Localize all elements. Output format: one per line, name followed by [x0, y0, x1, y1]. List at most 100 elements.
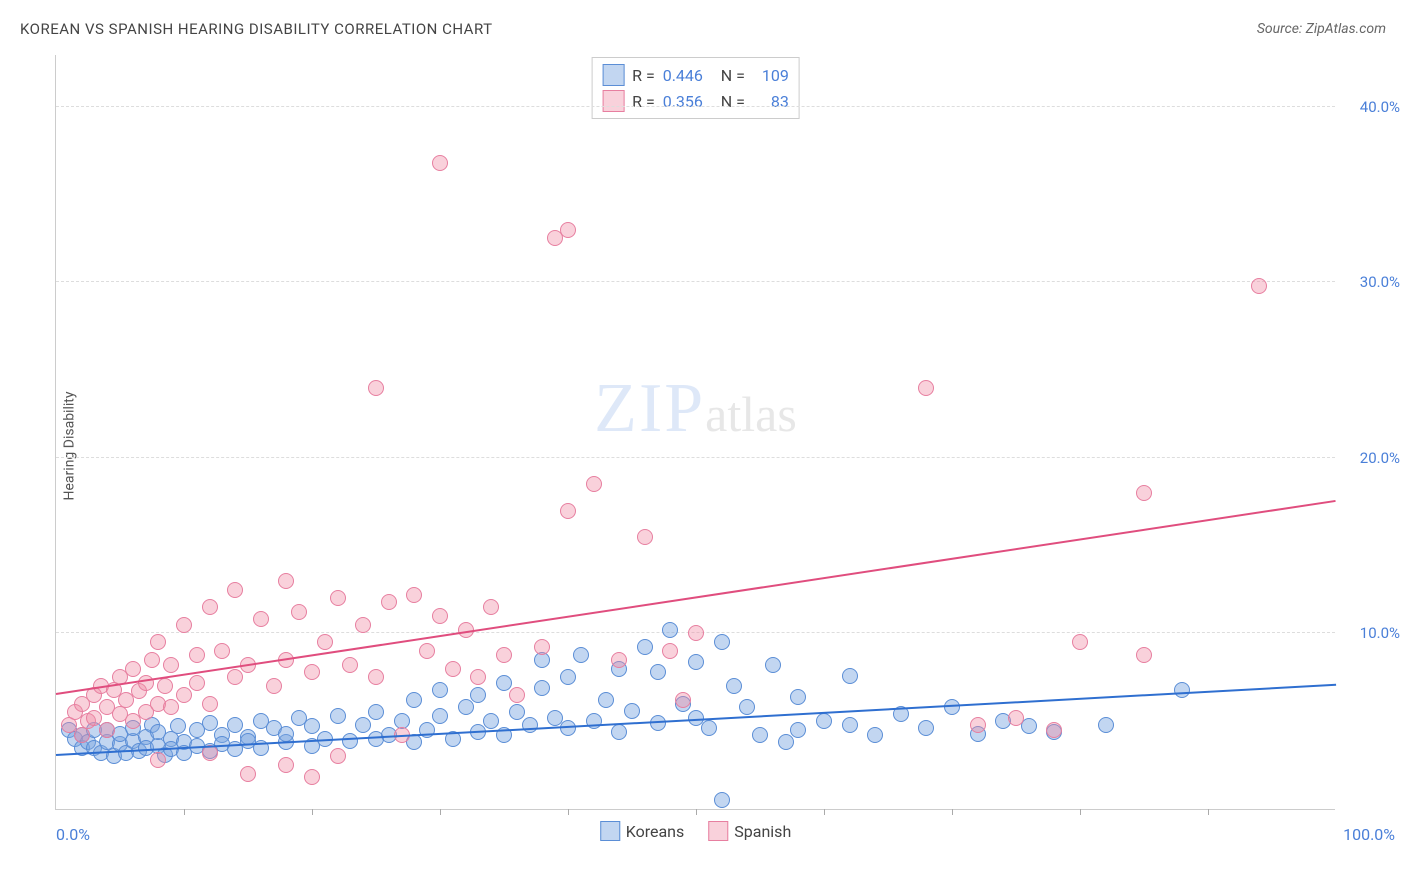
- scatter-point: [157, 678, 173, 694]
- scatter-point: [560, 720, 576, 736]
- scatter-point: [611, 724, 627, 740]
- scatter-point: [1136, 485, 1152, 501]
- scatter-point: [470, 687, 486, 703]
- x-tick: [440, 809, 441, 815]
- scatter-point: [74, 727, 90, 743]
- legend-label: Spanish: [734, 822, 791, 841]
- scatter-point: [483, 713, 499, 729]
- legend-swatch: [708, 821, 728, 841]
- stat-n-label: N =: [721, 92, 745, 111]
- source-label: Source: ZipAtlas.com: [1257, 21, 1386, 37]
- stat-n-value: 83: [753, 92, 789, 111]
- scatter-point: [189, 675, 205, 691]
- scatter-point: [144, 652, 160, 668]
- stat-r-value: 0.356: [663, 92, 713, 111]
- scatter-point: [496, 675, 512, 691]
- stat-r-label: R =: [632, 92, 655, 111]
- scatter-point: [842, 717, 858, 733]
- scatter-point: [202, 696, 218, 712]
- scatter-point: [726, 678, 742, 694]
- x-axis-min-label: 0.0%: [56, 825, 90, 844]
- scatter-point: [534, 680, 550, 696]
- stat-n-value: 109: [753, 66, 789, 85]
- legend-swatch: [600, 821, 620, 841]
- scatter-point: [214, 643, 230, 659]
- scatter-point: [483, 599, 499, 615]
- scatter-point: [304, 769, 320, 785]
- scatter-point: [637, 639, 653, 655]
- scatter-point: [381, 594, 397, 610]
- scatter-point: [586, 713, 602, 729]
- x-tick: [824, 809, 825, 815]
- watermark-atlas: atlas: [705, 386, 797, 442]
- scatter-point: [189, 647, 205, 663]
- stat-r-label: R =: [632, 66, 655, 85]
- legend: Koreans Spanish: [600, 821, 792, 841]
- scatter-point: [445, 661, 461, 677]
- scatter-point: [419, 643, 435, 659]
- scatter-point: [163, 657, 179, 673]
- x-tick: [1080, 809, 1081, 815]
- scatter-point: [163, 699, 179, 715]
- chart-title: KOREAN VS SPANISH HEARING DISABILITY COR…: [20, 20, 493, 38]
- scatter-point: [522, 717, 538, 733]
- y-tick-label: 20.0%: [1345, 449, 1400, 467]
- scatter-point: [662, 643, 678, 659]
- scatter-point: [330, 708, 346, 724]
- scatter-point: [278, 726, 294, 742]
- watermark-zip: ZIP: [594, 370, 705, 447]
- scatter-point: [150, 752, 166, 768]
- scatter-point: [1046, 722, 1062, 738]
- legend-label: Koreans: [626, 822, 685, 841]
- y-tick-label: 30.0%: [1345, 273, 1400, 291]
- stat-n-label: N =: [721, 66, 745, 85]
- scatter-point: [624, 703, 640, 719]
- scatter-point: [675, 692, 691, 708]
- scatter-point: [304, 718, 320, 734]
- scatter-point: [509, 687, 525, 703]
- scatter-point: [586, 476, 602, 492]
- x-axis-max-label: 100.0%: [1343, 825, 1395, 844]
- x-tick: [184, 809, 185, 815]
- x-tick: [696, 809, 697, 815]
- scatter-point: [406, 692, 422, 708]
- y-tick-label: 40.0%: [1345, 98, 1400, 116]
- correlation-stats-box: R = 0.446 N = 109 R = 0.356 N = 83: [591, 57, 800, 119]
- legend-item: Koreans: [600, 821, 685, 841]
- scatter-point: [701, 720, 717, 736]
- scatter-point: [202, 715, 218, 731]
- scatter-point: [790, 689, 806, 705]
- legend-item: Spanish: [708, 821, 791, 841]
- plot-area: ZIPatlas R =0.446N =109R =0.356N =83 0.0…: [55, 55, 1335, 810]
- scatter-point: [918, 720, 934, 736]
- scatter-point: [342, 657, 358, 673]
- scatter-point: [560, 669, 576, 685]
- x-tick: [1208, 809, 1209, 815]
- scatter-point: [368, 380, 384, 396]
- scatter-point: [778, 734, 794, 750]
- gridline: [56, 106, 1335, 107]
- scatter-point: [496, 647, 512, 663]
- scatter-point: [1008, 710, 1024, 726]
- scatter-point: [598, 692, 614, 708]
- scatter-point: [1251, 278, 1267, 294]
- scatter-point: [816, 713, 832, 729]
- legend-swatch: [602, 64, 624, 86]
- scatter-point: [368, 704, 384, 720]
- scatter-point: [1174, 682, 1190, 698]
- scatter-point: [1072, 634, 1088, 650]
- x-tick: [312, 809, 313, 815]
- scatter-point: [470, 669, 486, 685]
- scatter-point: [560, 222, 576, 238]
- scatter-point: [714, 634, 730, 650]
- scatter-point: [765, 657, 781, 673]
- stat-r-value: 0.446: [663, 66, 713, 85]
- scatter-point: [432, 682, 448, 698]
- scatter-point: [150, 634, 166, 650]
- scatter-point: [253, 611, 269, 627]
- scatter-point: [304, 664, 320, 680]
- scatter-point: [368, 669, 384, 685]
- scatter-point: [509, 704, 525, 720]
- scatter-point: [202, 599, 218, 615]
- scatter-point: [432, 155, 448, 171]
